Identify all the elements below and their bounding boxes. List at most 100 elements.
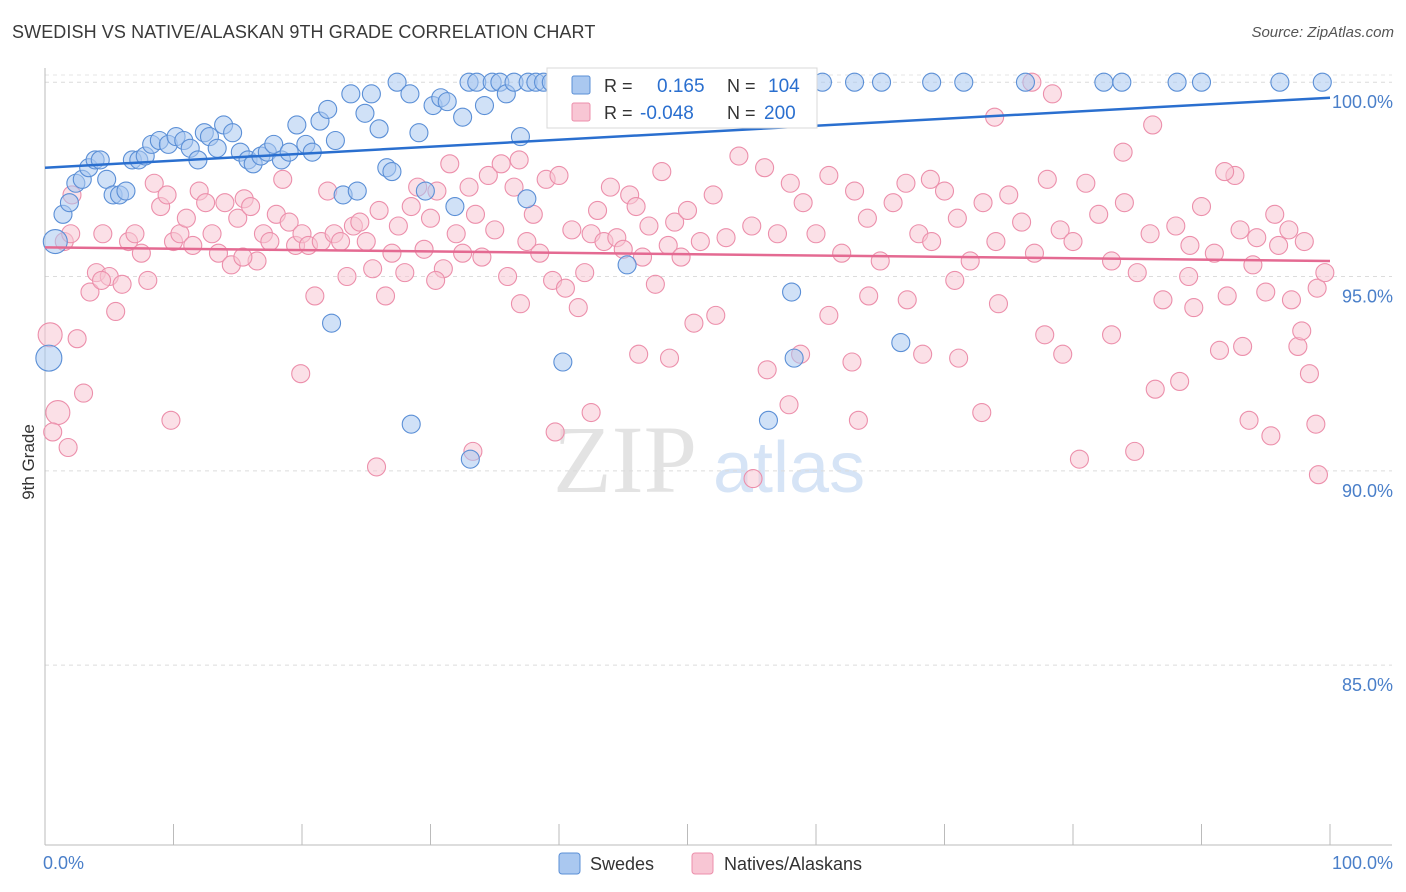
natives-point — [1127, 263, 1147, 283]
watermark-atlas: atlas — [713, 428, 865, 508]
natives-point — [91, 270, 112, 290]
swedes-r-label: R = — [604, 76, 633, 96]
natives-point — [780, 173, 800, 193]
natives-point — [870, 251, 890, 271]
natives-point — [305, 286, 325, 306]
swedes-point — [1015, 72, 1036, 92]
swedes-point — [844, 72, 865, 92]
swedes-point — [116, 181, 136, 201]
natives-legend-swatch — [571, 102, 591, 122]
watermark: ZIP atlas — [553, 406, 865, 513]
natives-point — [131, 243, 151, 263]
y-axis-label: 9th Grade — [19, 424, 38, 500]
swedes-bottom-swatch — [558, 852, 581, 875]
swedes-point — [1270, 72, 1290, 92]
stats-legend: R = 0.165 N = 104 R = -0.048 N = 200 — [546, 67, 818, 129]
natives-point — [176, 208, 196, 228]
natives-point — [1306, 414, 1326, 434]
natives-point — [896, 173, 916, 193]
natives-point — [233, 247, 253, 267]
natives-point — [665, 212, 685, 232]
swedes-point — [782, 282, 802, 302]
natives-point — [1069, 449, 1089, 469]
natives-point — [545, 422, 565, 442]
swedes-point — [617, 255, 637, 275]
swedes-r-value: 0.165 — [657, 76, 705, 97]
natives-point — [459, 177, 479, 197]
natives-point — [1265, 204, 1285, 224]
natives-point — [228, 208, 248, 228]
natives-point — [67, 329, 87, 349]
axes — [44, 68, 1392, 846]
natives-point — [671, 247, 691, 267]
x-tick-label-end: 100.0% — [1332, 853, 1393, 873]
natives-point — [1145, 379, 1165, 399]
natives-point — [767, 224, 788, 244]
y-tick-label: 90.0% — [1342, 481, 1393, 501]
natives-point — [1114, 193, 1134, 213]
swedes-point — [1191, 72, 1212, 92]
swedes-point — [322, 313, 342, 333]
natives-point — [684, 313, 704, 333]
natives-n-label: N = — [727, 103, 756, 123]
natives-point — [549, 165, 569, 186]
natives-point — [819, 165, 839, 186]
natives-point — [913, 344, 933, 364]
swedes-point — [460, 449, 480, 469]
natives-point — [920, 169, 940, 189]
swedes-point — [922, 72, 942, 92]
swedes-point — [361, 84, 381, 104]
natives-point — [337, 266, 357, 287]
natives-point — [1184, 298, 1204, 318]
natives-point — [945, 270, 965, 290]
natives-point — [575, 263, 595, 283]
natives-point — [934, 181, 955, 201]
natives-point — [74, 383, 94, 403]
natives-point — [848, 410, 868, 430]
natives-point — [706, 305, 726, 325]
natives-point — [1292, 321, 1312, 341]
swedes-point — [415, 181, 435, 201]
natives-point — [1233, 336, 1253, 357]
natives-bottom-swatch — [691, 852, 714, 875]
swedes-point — [264, 134, 284, 154]
natives-point — [388, 216, 408, 236]
natives-point — [369, 200, 389, 220]
natives-point — [844, 181, 865, 201]
natives-point — [1315, 263, 1335, 283]
natives-point — [157, 185, 177, 205]
natives-point — [1294, 231, 1314, 252]
natives-point — [363, 259, 383, 279]
natives-point — [43, 422, 63, 442]
natives-point — [161, 410, 181, 430]
natives-point — [1279, 220, 1299, 240]
natives-point — [1179, 266, 1199, 287]
natives-point — [897, 290, 917, 310]
swedes-point — [401, 414, 421, 434]
swedes-n-value: 104 — [768, 76, 800, 97]
natives-point — [729, 146, 749, 166]
swedes-point — [891, 333, 911, 353]
natives-points — [37, 72, 1335, 489]
natives-point — [1125, 441, 1145, 461]
natives-point — [80, 282, 100, 302]
swedes-point — [35, 344, 63, 372]
natives-point — [183, 235, 203, 255]
series-legend: Swedes Natives/Alaskans — [558, 852, 862, 875]
natives-point — [742, 216, 762, 236]
natives-point — [453, 243, 473, 263]
natives-point — [1143, 115, 1163, 135]
natives-point — [988, 294, 1009, 314]
natives-point — [639, 216, 659, 236]
swedes-point — [409, 123, 429, 143]
trend-lines — [44, 96, 1331, 263]
natives-point — [690, 231, 710, 252]
swedes-point — [871, 72, 892, 92]
swedes-point — [387, 72, 407, 92]
natives-point — [755, 158, 775, 178]
natives-point — [112, 274, 132, 294]
natives-point — [509, 150, 529, 170]
natives-point — [659, 348, 680, 368]
natives-point — [1166, 216, 1186, 236]
natives-point — [613, 239, 633, 259]
